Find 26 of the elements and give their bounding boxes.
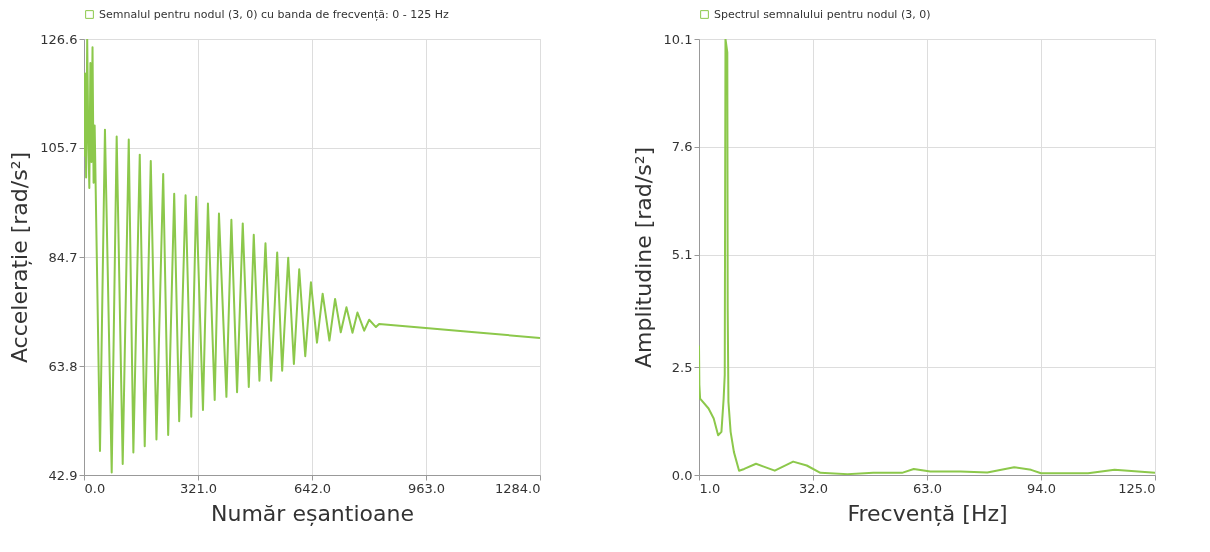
- y-tick-label: 42.9: [48, 467, 78, 483]
- y-tick-label: 63.8: [48, 358, 78, 374]
- y-tick-label: 0.0: [671, 467, 693, 483]
- x-tick-label: 32.0: [799, 480, 828, 496]
- x-tick-label: 0.0: [84, 480, 106, 496]
- y-tick-label: 84.7: [48, 249, 78, 265]
- x-tick-label: 1.0: [699, 480, 721, 496]
- y-tick-label: 2.5: [671, 359, 693, 375]
- x-tick-label: 642.0: [293, 480, 332, 496]
- x-tick-label: 125.0: [1118, 480, 1156, 496]
- legend-label: Spectrul semnalului pentru nodul (3, 0): [714, 7, 931, 21]
- y-axis-title: Amplitudine [rad/s²]: [630, 146, 656, 369]
- x-tick-label: 963.0: [407, 480, 446, 496]
- x-tick-label: 1284.0: [495, 480, 541, 496]
- x-tick-label: 94.0: [1027, 480, 1056, 496]
- y-axis-title: Accelerație [rad/s²]: [7, 151, 33, 364]
- x-tick-label: 63.0: [913, 480, 942, 496]
- x-tick-label: 321.0: [179, 480, 218, 496]
- legend-label: Semnalul pentru nodul (3, 0) cu banda de frecvență: 0 - 125 Hz: [99, 7, 449, 21]
- y-tick-label: 10.1: [663, 31, 693, 47]
- x-axis-title: Frecvență [Hz]: [847, 500, 1008, 526]
- y-tick-label: 126.6: [40, 31, 78, 47]
- y-tick-label: 105.7: [40, 140, 78, 156]
- x-axis-title: Număr eșantioane: [211, 500, 414, 526]
- y-tick-label: 7.6: [671, 139, 693, 155]
- y-tick-label: 5.1: [671, 247, 693, 263]
